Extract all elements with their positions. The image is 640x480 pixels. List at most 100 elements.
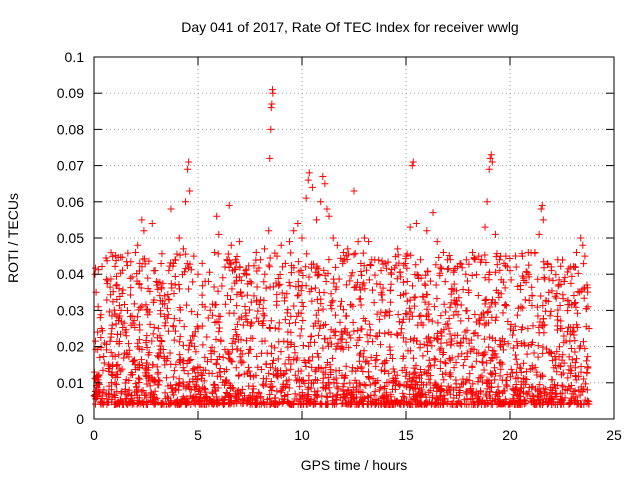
roti-point — [396, 268, 404, 276]
roti-point — [445, 252, 453, 260]
roti-point — [225, 350, 233, 358]
roti-point — [349, 383, 357, 391]
roti-point — [375, 397, 383, 405]
roti-point — [210, 283, 218, 291]
roti-point — [315, 331, 323, 339]
roti-point — [491, 230, 499, 238]
roti-point — [227, 357, 235, 365]
y-tick-label: 0.05 — [57, 230, 84, 246]
roti-point — [276, 271, 284, 279]
roti-point — [461, 328, 469, 336]
roti-point — [496, 372, 504, 380]
roti-point — [342, 312, 350, 320]
roti-point — [559, 256, 567, 264]
roti-point — [121, 301, 129, 309]
roti-point — [357, 364, 365, 372]
roti-point — [521, 296, 529, 304]
roti-point — [239, 358, 247, 366]
roti-point — [454, 352, 462, 360]
roti-point — [486, 388, 494, 396]
roti-point — [159, 300, 167, 308]
roti-point — [131, 324, 139, 332]
roti-point — [568, 272, 576, 280]
roti-point — [255, 264, 263, 272]
roti-point — [359, 249, 367, 257]
roti-point — [296, 332, 304, 340]
roti-point — [488, 313, 496, 321]
roti-point — [140, 401, 148, 409]
roti-point — [445, 354, 453, 362]
roti-point — [338, 343, 346, 351]
roti-point — [179, 245, 187, 253]
roti-point — [201, 277, 209, 285]
roti-point — [333, 391, 341, 399]
roti-point — [135, 280, 143, 288]
roti-point — [308, 363, 316, 371]
roti-point — [350, 388, 358, 396]
roti-point — [580, 338, 588, 346]
roti-point — [393, 330, 401, 338]
roti-point — [151, 400, 159, 408]
roti-point — [334, 390, 342, 398]
roti-point — [407, 380, 415, 388]
roti-point — [355, 399, 363, 407]
roti-point — [561, 273, 569, 281]
roti-point — [311, 368, 319, 376]
roti-point — [514, 342, 522, 350]
roti-point — [136, 321, 144, 329]
roti-point — [445, 315, 453, 323]
roti-point — [186, 357, 194, 365]
roti-point — [142, 399, 150, 407]
roti-point — [118, 290, 126, 298]
roti-point — [298, 234, 306, 242]
roti-point — [216, 324, 224, 332]
roti-point — [226, 296, 234, 304]
roti-point — [471, 310, 479, 318]
roti-point — [256, 296, 264, 304]
roti-point — [460, 396, 468, 404]
roti-point — [176, 351, 184, 359]
roti-point — [193, 311, 201, 319]
roti-point — [312, 399, 320, 407]
roti-point — [252, 248, 260, 256]
roti-point — [266, 395, 274, 403]
roti-point — [422, 271, 430, 279]
roti-point — [319, 383, 327, 391]
roti-point — [294, 278, 302, 286]
roti-point — [566, 385, 574, 393]
roti-point — [279, 384, 287, 392]
roti-point — [293, 354, 301, 362]
roti-point — [497, 365, 505, 373]
roti-point — [113, 388, 121, 396]
roti-point — [482, 295, 490, 303]
roti-point — [410, 354, 418, 362]
roti-point — [265, 261, 273, 269]
roti-point — [421, 298, 429, 306]
roti-point — [214, 397, 222, 405]
roti-point — [384, 258, 392, 266]
roti-point — [528, 283, 536, 291]
roti-point — [528, 362, 536, 370]
roti-point — [548, 376, 556, 384]
roti-point — [458, 264, 466, 272]
roti-point — [501, 338, 509, 346]
roti-point — [492, 316, 500, 324]
roti-point — [322, 393, 330, 401]
roti-point — [445, 324, 453, 332]
roti-point — [260, 312, 268, 320]
roti-point — [512, 263, 520, 271]
roti-point — [185, 285, 193, 293]
roti-point — [285, 400, 293, 408]
roti-point — [258, 337, 266, 345]
roti-point — [115, 285, 123, 293]
roti-point — [142, 336, 150, 344]
roti-point — [146, 320, 154, 328]
roti-point — [496, 359, 504, 367]
roti-point — [585, 400, 593, 408]
roti-point — [231, 266, 239, 274]
roti-point — [428, 317, 436, 325]
roti-point — [356, 381, 364, 389]
roti-point — [93, 373, 101, 381]
roti-point — [112, 257, 120, 265]
roti-point — [243, 369, 251, 377]
